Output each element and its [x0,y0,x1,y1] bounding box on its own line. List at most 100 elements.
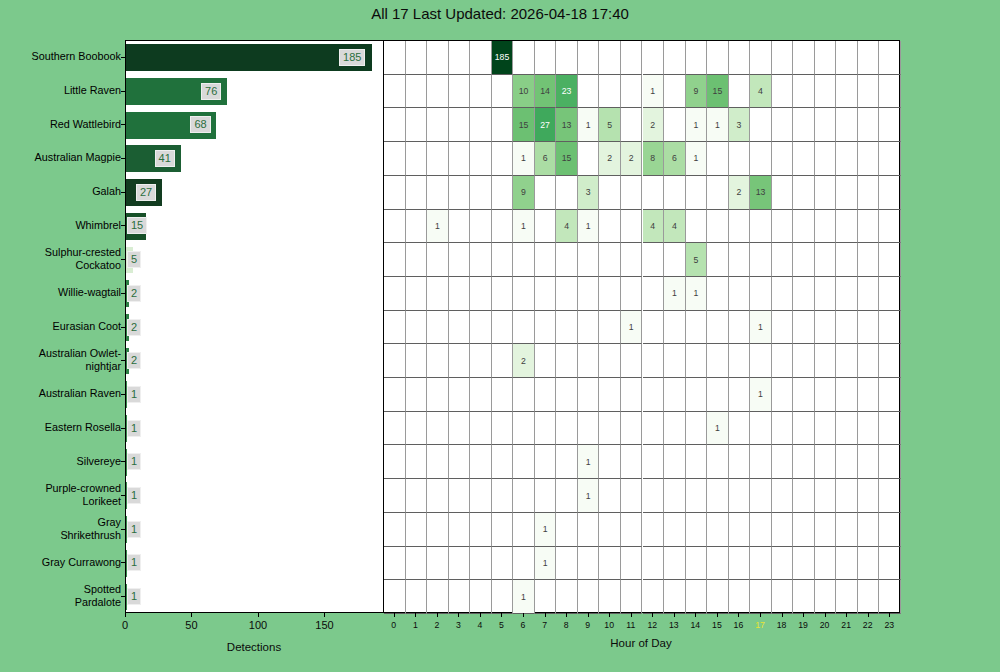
heatmap-cell [793,277,815,311]
heatmap-cell [492,243,514,277]
heatmap-cell [406,412,428,446]
hour-tick [523,613,524,617]
heatmap-cell [449,108,471,142]
heatmap-cell: 1 [686,108,708,142]
heatmap-cell [686,378,708,412]
heatmap-cell [513,277,535,311]
heatmap-cell [492,513,514,547]
heatmap-cell [535,176,557,210]
heatmap-cell [707,378,729,412]
heatmap-cell [879,378,901,412]
hour-of-day-axis-label: Hour of Day [541,637,741,649]
hour-tick-label: 18 [771,620,793,630]
heatmap-cell [427,344,449,378]
heatmap-cell [793,513,815,547]
heatmap-cell [492,176,514,210]
heatmap-cell: 9 [686,75,708,109]
heatmap-cell [858,344,880,378]
heatmap-cell [427,243,449,277]
bar-value-label: 2 [127,319,141,336]
hour-tick-label: 19 [792,620,814,630]
hour-tick-label: 4 [469,620,491,630]
y-axis-tick [121,461,125,462]
heatmap-cell [384,277,406,311]
heatmap-cell [858,75,880,109]
heatmap-cell [793,445,815,479]
hour-tick-label: 16 [727,620,749,630]
heatmap-cell [815,277,837,311]
heatmap-cell [599,311,621,345]
heatmap-cell [406,176,428,210]
heatmap-cell [815,412,837,446]
heatmap-cell [836,210,858,244]
heatmap-cell [815,378,837,412]
heatmap-cell [836,243,858,277]
heatmap-cell: 27 [535,108,557,142]
hour-tick [588,613,589,617]
heatmap-cell [470,580,492,614]
heatmap-cell [707,547,729,581]
heatmap-cell [406,513,428,547]
hour-tick [652,613,653,617]
heatmap-cell [513,378,535,412]
heatmap-cell [793,412,815,446]
heatmap-cell [599,41,621,75]
heatmap-cell [793,41,815,75]
heatmap-cell [621,75,643,109]
heatmap-cell [427,142,449,176]
hour-tick-label: 6 [512,620,534,630]
hour-tick-label: 14 [684,620,706,630]
heatmap-cell [858,41,880,75]
heatmap-cell [815,243,837,277]
hour-tick [566,613,567,617]
hour-tick-label: 11 [620,620,642,630]
species-label-line: Little Raven [64,84,121,97]
bar-value-label: 76 [201,83,221,100]
species-label: GrayShrikethrush [0,512,121,546]
heatmap-cell [513,243,535,277]
species-label-line: Pardalote [75,596,121,609]
heatmap-cell [686,445,708,479]
hourly-heatmap: 1851014231915415271315211316152286193213… [383,40,900,613]
bar-value-label: 1 [127,588,141,605]
heatmap-cell [750,243,772,277]
heatmap-cell [578,378,600,412]
heatmap-cell [750,513,772,547]
y-axis-tick [121,91,125,92]
heatmap-cell [664,176,686,210]
heatmap-cell [406,142,428,176]
species-label: Southern Boobook [0,40,121,74]
heatmap-cell [470,311,492,345]
heatmap-cell [686,41,708,75]
heatmap-cell [815,311,837,345]
heatmap-cell [750,445,772,479]
heatmap-cell [836,445,858,479]
heatmap-cell [729,75,751,109]
bar-value-label: 5 [127,251,141,268]
species-label-line: Galah [92,185,121,198]
heatmap-cell [578,513,600,547]
species-label-line: Australian Raven [39,387,121,400]
heatmap-cell [427,277,449,311]
heatmap-cell: 2 [599,142,621,176]
heatmap-cell [664,378,686,412]
hour-tick-label: 5 [490,620,512,630]
heatmap-cell [556,311,578,345]
bar-value-label: 185 [339,49,365,66]
heatmap-cell [427,311,449,345]
hour-tick-label: 0 [383,620,405,630]
hour-tick-label: 12 [641,620,663,630]
heatmap-cell: 2 [513,344,535,378]
heatmap-cell [858,210,880,244]
heatmap-cell [750,580,772,614]
heatmap-cell [470,176,492,210]
hour-tick [695,613,696,617]
heatmap-cell [858,243,880,277]
x-axis-tick [191,613,192,617]
heatmap-cell [449,580,471,614]
hour-tick [458,613,459,617]
heatmap-cell [621,277,643,311]
species-label-line: Willie-wagtail [58,286,121,299]
heatmap-cell [729,277,751,311]
heatmap-cell [836,378,858,412]
